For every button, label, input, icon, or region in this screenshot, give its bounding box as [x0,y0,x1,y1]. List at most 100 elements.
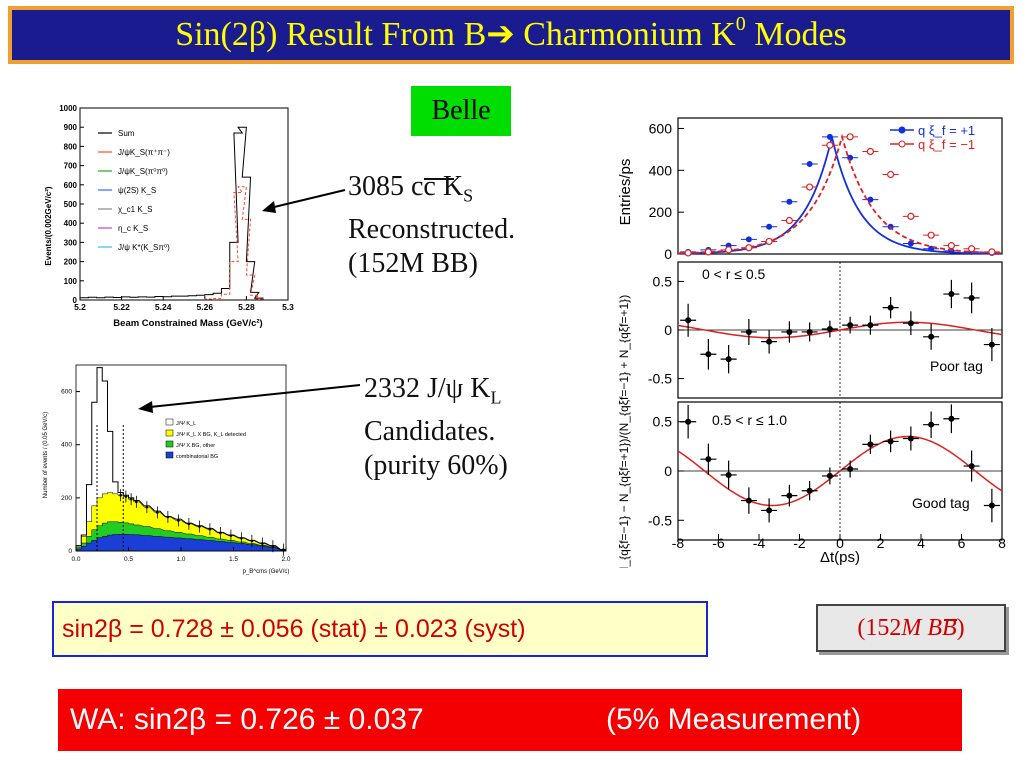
dt-point [786,198,793,205]
title-text-2: Charmonium K [514,16,736,53]
dt-point [826,133,833,140]
pb-xtick-label: 1.5 [229,556,238,563]
mbc-xtick-label: 5.28 [238,302,255,312]
pb-point [129,497,133,501]
dt-top-ytick-label: 0 [664,246,672,262]
dt-legend-label: q ξ_f = +1 [918,123,975,138]
slide-title: Sin(2β) Result From B➔ Charmonium K0 Mod… [8,6,1014,64]
candidates-annotation: 2332 J/ψ KL Candidates. (purity 60%) [364,372,508,483]
cc-overline [424,178,454,180]
mbc-legend-label: J/ψK_S(π⁺π⁻) [118,148,170,157]
dt-xtick-label: 2 [877,535,885,551]
asym-point [847,466,854,473]
mbc-xtick-label: 5.24 [155,302,172,312]
dt-point [745,244,753,252]
mbc-histogram: Events/(0.002GeV/c²) Beam Constrained Ma… [44,104,294,328]
pb-point [145,505,149,509]
asym-point [867,441,874,448]
pb-point [198,525,201,528]
asym-point [766,507,773,514]
asym-ylabel: (N_{qξf=−1} − N_{qξf=+1})/(N_{qξf=−1} + … [617,295,631,568]
mbc-ytick-label: 400 [64,219,78,228]
dt-xtick-label: 8 [998,535,1006,551]
dt-fit-1 [677,133,1003,255]
dt-point [704,248,712,256]
pb-point [187,522,191,526]
mbc-ytick-label: 200 [64,258,78,267]
mbc-ytick-label: 300 [64,238,78,247]
pb-point [229,534,233,537]
wa-value: WA: sin2β = 0.726 ± 0.037 [70,703,424,736]
asym-point [928,333,935,340]
pb-point [219,531,222,535]
pb-legend-swatch [165,440,174,448]
dt-top-ytick-label: 200 [649,204,673,220]
asym-ytick-label: 0.5 [653,273,673,289]
asym-point [887,304,894,311]
mbc-ytick-label: 700 [64,162,78,171]
mbc-xtick-label: 5.22 [113,302,130,312]
right-arrow-icon: ➔ [486,16,515,53]
dt-point [806,161,813,168]
asym-point [968,463,975,470]
dt-top-ytick-label: 600 [649,120,673,136]
pb-ytick-label: 600 [61,389,72,396]
pb-point [156,511,159,514]
world-average-box: WA: sin2β = 0.726 ± 0.037 (5% Measuremen… [58,689,962,751]
dt-point [745,236,752,243]
dt-point [866,147,874,156]
pb-legend-label: combinatorial BG [176,454,218,460]
wa-precision: (5% Measurement) [606,703,862,736]
mbc-xtick-label: 5.2 [74,302,86,312]
anno-top-line2: Reconstructed. [348,213,516,245]
mbc-legend-label: χ_c1 K_S [118,205,152,214]
mbc-legend-label: J/ψ K*(K_Sπ⁰) [118,243,170,252]
asym-ytick-label: 0.5 [653,414,673,430]
asym-point [907,435,914,442]
good-range-label: 0.5 < r ≤ 1.0 [712,412,787,428]
asym-point [705,456,712,463]
dt-point [988,248,996,256]
anno-top-line3: (152M BB) [348,247,478,279]
dt-point [867,196,874,203]
poor-tag-label: Poor tag [930,358,983,374]
asym-point [745,328,752,335]
dt-xtick-label: -8 [672,535,685,551]
title-text-1: Sin(2β) Result From B [175,16,487,53]
asym-point [766,338,773,345]
pb-point [208,527,212,531]
bb-m: M [901,615,922,641]
pb-ylabel: Number of events / (0.05 GeV/c) [43,412,49,498]
asym-point [847,322,854,329]
asym-point [725,471,732,478]
pb-point [282,548,285,551]
asym-point [786,328,793,335]
mbc-ytick-label: 600 [64,181,78,190]
mbc-ytick-label: 900 [64,123,78,132]
dt-xlabel: Δt(ps) [820,549,860,566]
pb-legend-label: J/Ψ X BG, other [176,443,215,449]
dt-point [785,216,793,225]
dt-legend-marker [898,140,906,148]
asym-point [887,438,894,445]
pb-point [166,515,170,519]
pb-legend-swatch [165,418,174,426]
anno-bot-line3: (purity 60%) [364,449,508,481]
dt-top-ytick-label: 400 [649,162,673,178]
asym-point [725,356,732,363]
dt-point [725,246,733,254]
asym-point [786,492,793,499]
pb-xtick-label: 1.0 [176,556,185,563]
pb-xtick-label: 2.0 [281,556,290,563]
dt-point [907,212,915,220]
good-tag-label: Good tag [912,495,970,511]
pb-legend-swatch [165,429,174,437]
dt-xtick-label: 6 [958,535,966,551]
dt-point [846,133,854,141]
pb-point [135,500,138,504]
dt-xtick-label: 0 [836,535,844,551]
pb-point [177,519,180,522]
mbc-ylabel: Events/(0.002GeV/c²) [44,186,53,265]
anno-bot-line2: Candidates. [364,415,496,447]
bb-symbol: BB [921,615,957,641]
